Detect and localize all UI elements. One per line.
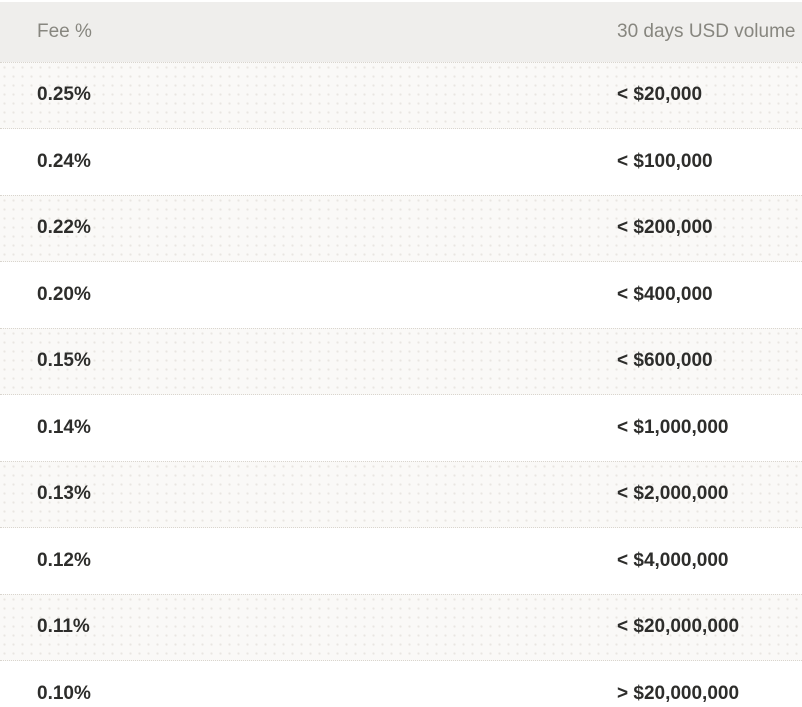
table-row: 0.24% < $100,000 — [0, 128, 802, 195]
table-row: 0.13% < $2,000,000 — [0, 461, 802, 528]
column-header-fee: Fee % — [37, 21, 92, 42]
fee-cell: 0.11% — [37, 616, 90, 638]
fee-cell: 0.25% — [37, 84, 91, 106]
table-row: 0.10% > $20,000,000 — [0, 660, 802, 707]
table-row: 0.22% < $200,000 — [0, 195, 802, 262]
volume-cell: < $1,000,000 — [617, 416, 729, 438]
volume-cell: < $400,000 — [617, 283, 713, 305]
volume-cell: < $20,000 — [617, 84, 703, 106]
fee-cell: 0.13% — [37, 483, 91, 505]
table-row: 0.25% < $20,000 — [0, 62, 802, 129]
table-header-row: Fee % 30 days USD volume — [0, 2, 802, 62]
table-row: 0.15% < $600,000 — [0, 328, 802, 395]
fee-cell: 0.14% — [37, 416, 91, 438]
volume-cell: < $20,000,000 — [617, 616, 740, 638]
table-row: 0.11% < $20,000,000 — [0, 594, 802, 661]
table-row: 0.14% < $1,000,000 — [0, 394, 802, 461]
volume-cell: < $200,000 — [617, 217, 713, 239]
table-row: 0.12% < $4,000,000 — [0, 527, 802, 594]
fee-cell: 0.12% — [37, 549, 91, 571]
fee-cell: 0.24% — [37, 150, 91, 172]
volume-cell: < $4,000,000 — [617, 549, 729, 571]
fee-cell: 0.22% — [37, 217, 91, 239]
fee-cell: 0.10% — [37, 682, 91, 704]
volume-cell: < $2,000,000 — [617, 483, 729, 505]
fee-cell: 0.15% — [37, 350, 91, 372]
column-header-volume: 30 days USD volume — [617, 21, 796, 42]
fee-cell: 0.20% — [37, 283, 91, 305]
table-row: 0.20% < $400,000 — [0, 261, 802, 328]
volume-cell: < $600,000 — [617, 350, 713, 372]
volume-cell: < $100,000 — [617, 150, 713, 172]
volume-cell: > $20,000,000 — [617, 682, 740, 704]
